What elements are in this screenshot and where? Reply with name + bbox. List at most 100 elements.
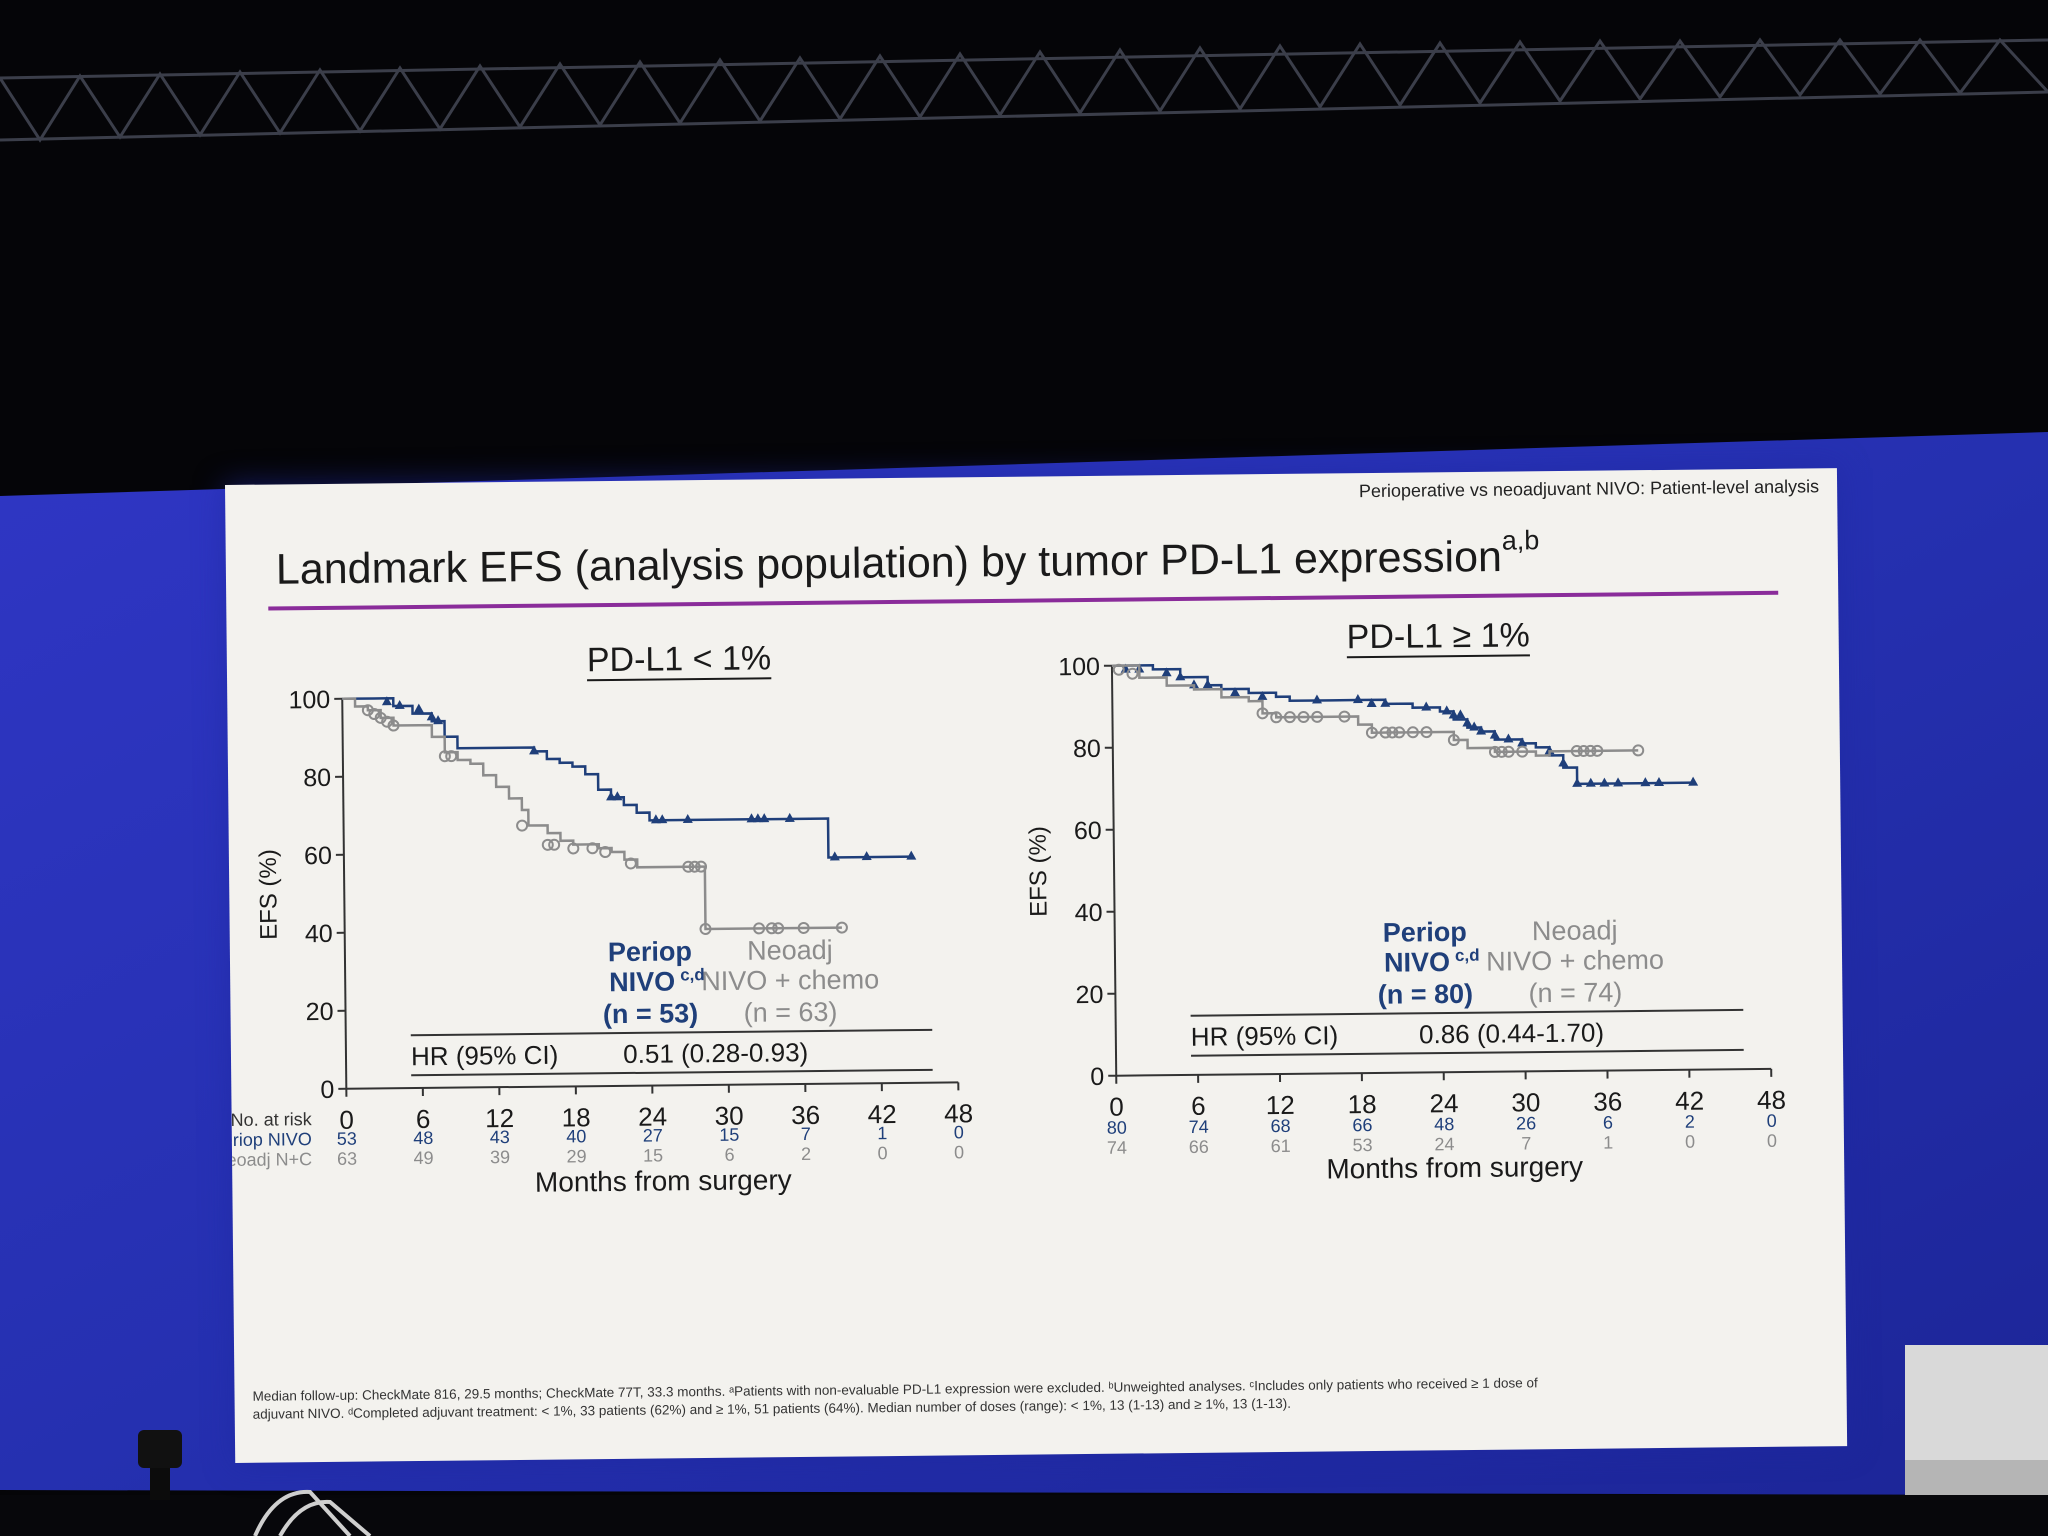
x-tick-label: 24 (1429, 1088, 1458, 1118)
censor-marker-circle (1126, 667, 1139, 680)
risk-value: 39 (490, 1147, 510, 1167)
hr-rule-top (410, 1028, 933, 1037)
censor-marker-triangle (1441, 705, 1452, 715)
risk-table-header: No. at risk (231, 1109, 313, 1130)
censor-marker-triangle (529, 745, 540, 755)
series-n-periop: (n = 80) (1378, 979, 1474, 1010)
censor-marker-circle (1365, 726, 1378, 739)
censor-marker-circle (1447, 734, 1460, 747)
censor-marker-triangle (1572, 777, 1583, 787)
censor-marker-triangle (1585, 777, 1596, 787)
censor-marker-circle (1283, 711, 1296, 724)
camera-icon (130, 1430, 190, 1500)
censor-marker-triangle (650, 814, 661, 824)
censor-marker-triangle (381, 696, 392, 706)
censor-marker-circle (1516, 745, 1529, 758)
risk-value: 48 (1434, 1114, 1454, 1134)
censor-marker-triangle (394, 699, 405, 710)
series-label-superscript: c,d (680, 965, 705, 984)
censor-marker-triangle (861, 851, 872, 861)
censor-marker-circle (567, 842, 580, 855)
risk-value: 29 (566, 1146, 586, 1166)
censor-marker-circle (1632, 744, 1645, 757)
risk-value: 0 (954, 1142, 964, 1162)
censor-marker-triangle (1640, 777, 1651, 787)
censor-marker-triangle (784, 812, 795, 822)
censor-marker-triangle (1503, 733, 1514, 743)
risk-value: 49 (413, 1148, 433, 1168)
risk-value: 80 (1107, 1118, 1127, 1138)
censor-marker-triangle (1489, 729, 1500, 739)
risk-row-label-neoadj: Neoadj N+C (225, 1149, 312, 1170)
series-label-nivo-chemo: NIVO + chemo (701, 964, 879, 996)
censor-marker-circle (688, 860, 701, 873)
series-n-periop: (n = 53) (603, 998, 699, 1029)
x-tick-label: 36 (791, 1100, 820, 1130)
censor-marker-circle (1570, 745, 1583, 758)
x-tick-label: 48 (1757, 1085, 1786, 1115)
censor-marker-triangle (612, 791, 623, 801)
series-label-nivo: NIVO (1384, 947, 1450, 978)
series-line-periop-nivo (342, 696, 912, 859)
risk-value: 0 (877, 1143, 887, 1163)
y-tick-label: 100 (288, 686, 330, 714)
censor-marker-circle (548, 838, 561, 851)
censor-marker-circle (599, 846, 612, 859)
x-tick-label: 6 (1191, 1091, 1206, 1121)
hr-rule-top (1190, 1008, 1744, 1017)
censor-marker-triangle (1558, 757, 1569, 767)
hr-rule-bottom (1191, 1048, 1744, 1057)
censor-marker-circle (765, 922, 778, 935)
censor-marker-circle (1488, 745, 1501, 758)
risk-value: 74 (1107, 1138, 1127, 1158)
y-axis-label: EFS (%) (1025, 826, 1053, 917)
censor-marker-triangle (1455, 709, 1466, 719)
risk-value: 68 (1270, 1116, 1290, 1136)
censor-marker-triangle (1421, 701, 1432, 711)
risk-value: 43 (490, 1127, 510, 1147)
risk-value: 74 (1189, 1117, 1209, 1137)
censor-marker-circle (835, 921, 848, 934)
censor-marker-triangle (606, 791, 617, 801)
x-tick-label: 48 (944, 1098, 973, 1128)
y-tick-label: 40 (1075, 899, 1103, 927)
series-label-neoadj: Neoadj (747, 935, 833, 966)
x-tick-label: 24 (638, 1101, 667, 1131)
censor-marker-triangle (1448, 709, 1459, 719)
x-tick-label: 6 (416, 1104, 431, 1134)
series-label-superscript: c,d (1455, 946, 1480, 965)
censor-marker-circle (1495, 745, 1508, 758)
y-tick-label: 0 (320, 1076, 334, 1104)
series-label-periop: Periop (1383, 917, 1467, 948)
censor-marker-circle (797, 921, 810, 934)
series-line-periop-nivo (1111, 664, 1694, 786)
censor-marker-circle (1502, 745, 1515, 758)
series-n-neoadj: (n = 63) (743, 997, 837, 1028)
y-tick-label: 60 (304, 842, 332, 870)
censor-marker-triangle (746, 813, 757, 823)
censor-marker-circle (1386, 726, 1399, 739)
x-tick-label: 42 (868, 1099, 897, 1129)
risk-value: 0 (1767, 1131, 1777, 1151)
censor-marker-circle (1406, 726, 1419, 739)
risk-value: 0 (954, 1122, 964, 1142)
censor-marker-circle (586, 842, 599, 855)
y-axis (1110, 665, 1118, 1076)
risk-value: 1 (1603, 1132, 1613, 1152)
censor-marker-triangle (682, 813, 693, 824)
censor-marker-circle (624, 857, 637, 870)
censor-marker-triangle (829, 851, 840, 861)
hr-rule-bottom (411, 1068, 933, 1077)
x-axis (1116, 1067, 1772, 1077)
y-tick-label: 80 (303, 764, 331, 792)
risk-value: 66 (1189, 1137, 1209, 1157)
risk-value: 24 (1434, 1134, 1454, 1154)
x-tick-label: 0 (339, 1105, 354, 1135)
x-axis-label: Months from surgery (1326, 1151, 1583, 1185)
ceiling-truss (0, 37, 2048, 143)
risk-value: 40 (566, 1126, 586, 1146)
risk-value: 6 (1603, 1113, 1613, 1133)
x-tick-label: 18 (1348, 1089, 1377, 1119)
risk-value: 2 (1685, 1112, 1695, 1132)
x-tick-label: 30 (715, 1101, 744, 1131)
